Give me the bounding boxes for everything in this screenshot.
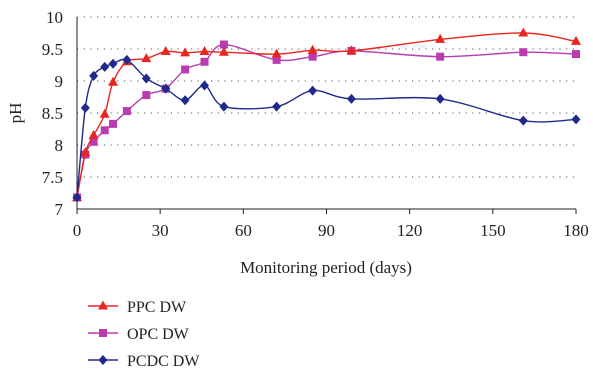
data-point xyxy=(161,83,171,94)
legend-item: OPC DW xyxy=(88,326,190,343)
x-tick-label: 0 xyxy=(73,221,82,240)
data-point xyxy=(436,52,445,61)
y-tick-label: 9 xyxy=(55,72,64,91)
data-point xyxy=(572,50,580,59)
data-point xyxy=(199,46,210,56)
series-line xyxy=(76,43,577,198)
y-tick-label: 7.5 xyxy=(42,168,63,187)
data-point xyxy=(200,57,209,66)
data-point xyxy=(122,107,131,116)
y-axis-title: pH xyxy=(6,103,25,124)
legend-item: PCDC DW xyxy=(88,353,200,370)
series-triangle xyxy=(72,27,581,201)
gridlines xyxy=(77,16,576,178)
data-point xyxy=(80,102,90,113)
data-point xyxy=(271,48,282,58)
data-point xyxy=(89,137,98,146)
data-point xyxy=(88,129,99,139)
data-point xyxy=(518,115,528,126)
data-point xyxy=(141,73,151,84)
data-point xyxy=(180,47,191,57)
x-tick-label: 150 xyxy=(480,221,506,240)
data-point xyxy=(435,33,446,43)
y-tick-label: 10 xyxy=(46,8,63,27)
data-point xyxy=(100,126,109,135)
data-point xyxy=(219,101,229,112)
data-point xyxy=(108,58,118,69)
data-point xyxy=(518,27,529,37)
legend: PPC DW OPC DW PCDC DW xyxy=(88,299,200,370)
data-point xyxy=(435,93,445,104)
data-point xyxy=(99,108,110,118)
legend-label: PPC DW xyxy=(127,299,187,316)
y-tick-label: 8.5 xyxy=(42,104,63,123)
x-axis-title: Monitoring period (days) xyxy=(240,258,412,277)
data-point xyxy=(519,48,528,57)
legend-label: PCDC DW xyxy=(127,353,200,370)
data-point xyxy=(200,80,210,91)
data-point xyxy=(308,85,318,96)
data-point xyxy=(72,192,82,203)
data-point xyxy=(109,119,118,128)
data-point xyxy=(346,45,357,55)
series-diamond xyxy=(72,54,581,203)
x-tick-label: 30 xyxy=(152,221,169,240)
data-point xyxy=(141,53,152,63)
x-tick-label: 120 xyxy=(397,221,423,240)
legend-item: PPC DW xyxy=(88,299,187,316)
data-point xyxy=(122,54,132,65)
data-point xyxy=(346,93,356,104)
legend-marker xyxy=(98,355,108,365)
x-tick-label: 180 xyxy=(563,221,589,240)
data-point xyxy=(272,101,282,112)
data-point xyxy=(181,65,190,74)
data-point xyxy=(142,91,151,100)
y-tick-label: 7 xyxy=(55,200,64,219)
data-point xyxy=(571,35,581,45)
y-tick-label: 8 xyxy=(55,136,64,155)
data-point xyxy=(80,147,91,157)
data-point xyxy=(100,61,110,72)
data-point xyxy=(108,76,119,86)
data-point xyxy=(160,46,171,56)
series-square xyxy=(73,40,580,202)
x-tick-labels: 0 30 60 90 120 150 180 xyxy=(73,209,589,240)
data-point xyxy=(218,46,229,56)
data-point xyxy=(308,52,317,61)
data-point xyxy=(180,95,190,106)
x-tick-label: 90 xyxy=(318,221,335,240)
legend-marker xyxy=(99,329,107,337)
data-point xyxy=(571,114,581,125)
data-point xyxy=(307,44,318,54)
y-tick-labels: 7 7.5 8 8.5 9 9.5 10 xyxy=(42,8,64,219)
data-point xyxy=(219,40,228,49)
legend-label: OPC DW xyxy=(127,326,190,343)
data-series xyxy=(72,27,581,203)
data-point xyxy=(272,55,281,64)
y-tick-label: 9.5 xyxy=(42,40,63,59)
x-tick-label: 60 xyxy=(235,221,252,240)
data-point xyxy=(89,70,99,81)
legend-marker xyxy=(98,300,108,310)
